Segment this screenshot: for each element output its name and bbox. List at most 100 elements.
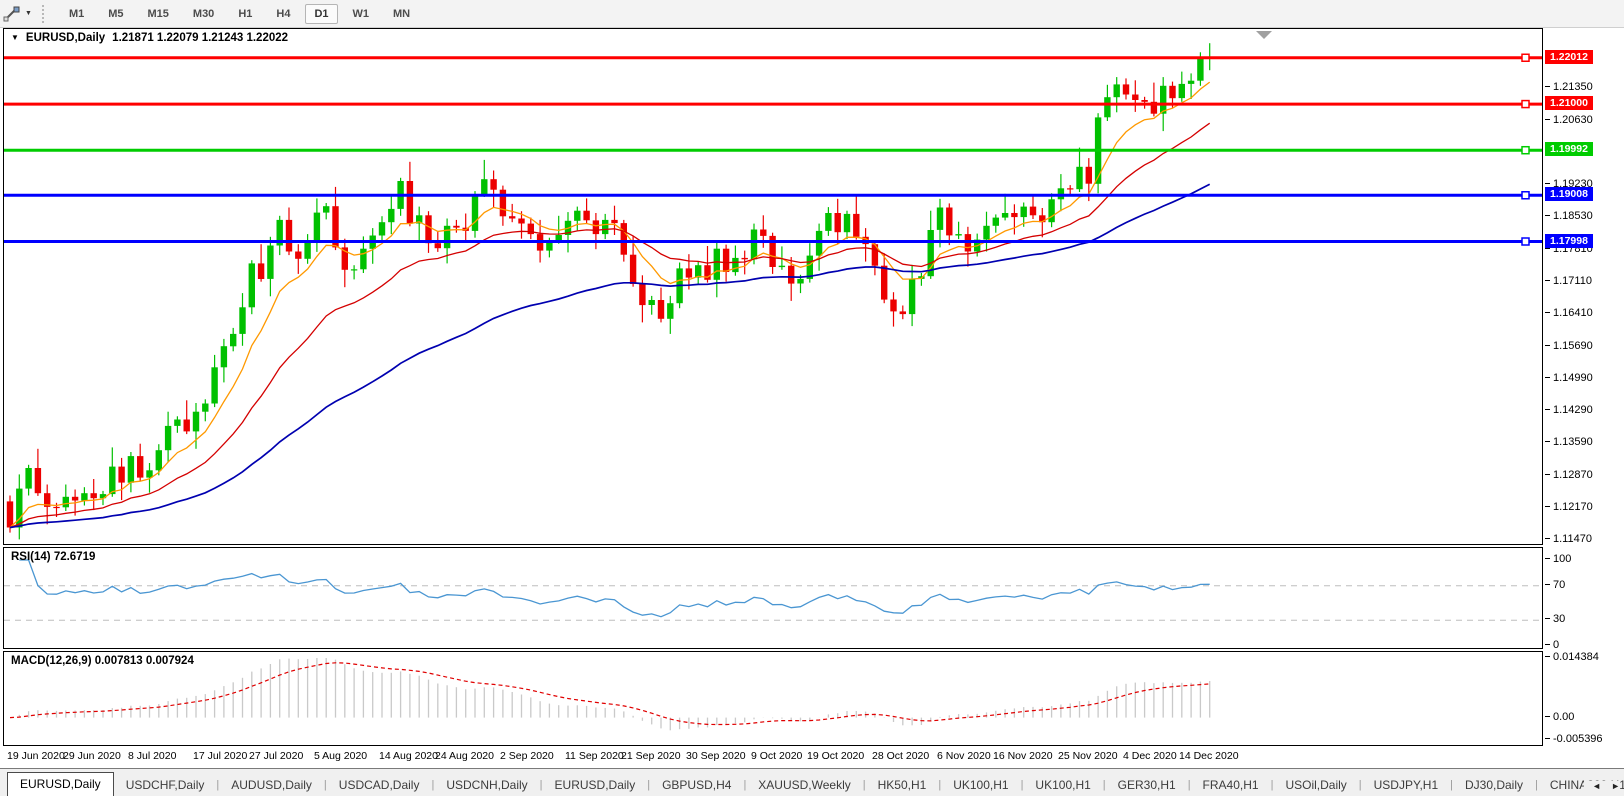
main-chart-panel[interactable]: ▼ EURUSD,Daily 1.21871 1.22079 1.21243 1…	[3, 28, 1543, 545]
rsi-line	[19, 559, 1210, 618]
rsi-tick-label: 0	[1545, 638, 1559, 652]
tab-separator: |	[539, 779, 543, 791]
tab-separator: |	[1020, 779, 1024, 791]
tab-separator: |	[743, 779, 747, 791]
price-tick-label: 1.14990	[1545, 371, 1593, 385]
date-label: 6 Nov 2020	[937, 750, 991, 762]
price-tick-label: 1.16410	[1545, 306, 1593, 320]
chart-tabs: EURUSD,Daily USDCHF,Daily | AUDUSD,Daily | US…	[0, 772, 1624, 796]
tool-dropdown-icon[interactable]: ▼	[25, 10, 32, 17]
tab-separator: |	[431, 779, 435, 791]
tab-usdcnh-daily[interactable]: USDCNH,Daily	[446, 778, 528, 792]
timeframe-button-m1[interactable]: M1	[68, 7, 85, 20]
price-tick-label: 1.15690	[1545, 339, 1593, 353]
tab-usoil-daily[interactable]: USOil,Daily	[1285, 778, 1347, 792]
macd-tick-label: -0.005396	[1545, 732, 1603, 746]
tab-audusd-daily[interactable]: AUDUSD,Daily	[231, 778, 312, 792]
tab-eurusd-daily[interactable]: EURUSD,Daily	[554, 778, 636, 792]
macd-chart[interactable]	[4, 652, 1542, 745]
price-tick-label: 1.18530	[1545, 209, 1593, 223]
date-label: 25 Nov 2020	[1058, 750, 1118, 762]
horizontal-line-1.22012[interactable]	[4, 53, 1542, 62]
ma-line-8	[9, 81, 1211, 528]
date-label: 9 Oct 2020	[751, 750, 803, 762]
price-tick-label: 1.20630	[1545, 113, 1593, 127]
tab-separator: |	[216, 779, 220, 791]
chart-quotes-label: 1.21871 1.22079 1.21243 1.22022	[112, 32, 289, 44]
tab-fra40-h1[interactable]: FRA40,H1	[1202, 778, 1259, 792]
draw-tool-button[interactable]: ▼	[2, 5, 36, 23]
tab-usdchf-daily[interactable]: USDCHF,Daily	[125, 778, 205, 792]
main-price-axis: 1.213501.206301.199501.192301.185301.178…	[1545, 28, 1624, 545]
candlestick-chart[interactable]	[4, 29, 1542, 544]
tab-usdcad-daily[interactable]: USDCAD,Daily	[338, 778, 420, 792]
macd-tick-label: 0.00	[1545, 710, 1574, 724]
tab-separator: |	[647, 779, 651, 791]
tab-eurusd-daily[interactable]: EURUSD,Daily	[7, 772, 114, 796]
macd-label: MACD(12,26,9) 0.007813 0.007924	[11, 655, 194, 667]
hline-price-badge: 1.21000	[1545, 96, 1593, 110]
date-label: 11 Sep 2020	[565, 750, 624, 762]
tab-scroll-left-icon[interactable]: ◄	[1592, 781, 1602, 791]
crosshair-tool-icon	[2, 5, 22, 23]
date-label: 14 Aug 2020	[379, 750, 438, 762]
date-label: 30 Sep 2020	[686, 750, 746, 762]
timeframe-button-d1[interactable]: D1	[305, 3, 338, 24]
tab-uk100-h1[interactable]: UK100,H1	[1035, 778, 1091, 792]
date-label: 21 Sep 2020	[621, 750, 681, 762]
tab-dj30-daily[interactable]: DJ30,Daily	[1464, 778, 1524, 792]
date-label: 28 Oct 2020	[872, 750, 930, 762]
horizontal-line-1.19008[interactable]	[4, 191, 1542, 200]
price-tick-label: 1.21350	[1545, 80, 1593, 94]
chart-shift-marker-icon[interactable]	[1256, 31, 1272, 39]
macd-axis: 0.014384 0.00 -0.005396	[1545, 651, 1624, 746]
horizontal-line-1.17998[interactable]	[4, 237, 1542, 246]
timeframe-button-h1[interactable]: H1	[238, 7, 253, 20]
date-label: 5 Aug 2020	[314, 750, 368, 762]
chart-symbol-label: EURUSD,Daily	[25, 32, 106, 44]
tab-gbpusd-h4[interactable]: GBPUSD,H4	[662, 778, 732, 792]
date-label: 16 Nov 2020	[993, 750, 1053, 762]
price-tick-label: 1.12170	[1545, 500, 1593, 514]
tab-scroll-right-icon[interactable]: ►	[1611, 781, 1620, 791]
tab-separator: |	[1187, 779, 1191, 791]
chart-dropdown-icon[interactable]: ▼	[11, 32, 19, 42]
horizontal-line-1.19992[interactable]	[4, 145, 1542, 155]
tab-separator: |	[1270, 779, 1274, 791]
timeframe-button-h4[interactable]: H4	[276, 7, 291, 20]
rsi-chart[interactable]	[4, 548, 1542, 648]
date-label: 14 Dec 2020	[1179, 750, 1239, 762]
timeframe-button-mn[interactable]: MN	[393, 7, 411, 20]
timeframe-button-m30[interactable]: M30	[192, 7, 215, 20]
tab-separator: |	[1102, 779, 1106, 791]
tab-usdjpy-h1[interactable]: USDJPY,H1	[1373, 778, 1439, 792]
date-label: 19 Oct 2020	[807, 750, 865, 762]
macd-signal-line	[9, 662, 1210, 726]
date-label: 2 Sep 2020	[500, 750, 554, 762]
timeframe-button-w1[interactable]: W1	[352, 7, 370, 20]
timeframe-button-m15[interactable]: M15	[147, 7, 169, 20]
price-axis-column[interactable]: 1.213501.206301.199501.192301.185301.178…	[1545, 28, 1624, 745]
rsi-tick-label: 100	[1545, 552, 1571, 566]
date-label: 24 Aug 2020	[435, 750, 494, 762]
price-tick-label: 1.13590	[1545, 435, 1593, 449]
date-axis[interactable]: 19 Jun 2020 29 Jun 2020 8 Jul 2020 17 Jul 2…	[3, 747, 1543, 767]
rsi-tick-label: 70	[1545, 578, 1565, 592]
tab-uk100-h1[interactable]: UK100,H1	[953, 778, 1009, 792]
tab-separator: |	[323, 779, 327, 791]
date-label: 29 Jun 2020	[63, 750, 121, 762]
tab-separator: |	[1535, 779, 1538, 791]
hline-price-badge: 1.19992	[1545, 142, 1593, 156]
date-label: 8 Jul 2020	[128, 750, 177, 762]
macd-indicator-panel[interactable]: MACD(12,26,9) 0.007813 0.007924	[3, 651, 1543, 746]
rsi-tick-label: 30	[1545, 612, 1565, 626]
tab-hk50-h1[interactable]: HK50,H1	[877, 778, 927, 792]
horizontal-line-1.21000[interactable]	[4, 99, 1542, 109]
hline-price-badge: 1.19008	[1545, 187, 1593, 201]
ma-line-55	[9, 183, 1211, 529]
tab-xauusd-weekly[interactable]: XAUUSD,Weekly	[758, 778, 851, 792]
tab-ger30-h1[interactable]: GER30,H1	[1117, 778, 1176, 792]
price-tick-label: 1.14290	[1545, 403, 1593, 417]
rsi-indicator-panel[interactable]: RSI(14) 72.6719	[3, 547, 1543, 649]
timeframe-button-m5[interactable]: M5	[108, 7, 124, 20]
